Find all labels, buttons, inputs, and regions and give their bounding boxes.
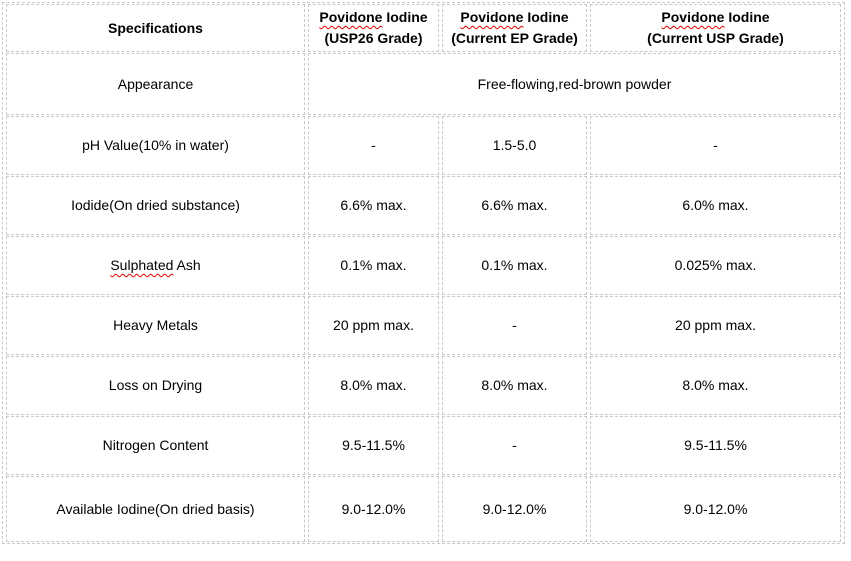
misspelled-word: Povidone — [460, 9, 524, 25]
value-cell: - — [442, 416, 587, 475]
grade-label: (Current EP Grade) — [451, 30, 578, 46]
value-cell: 0.1% max. — [308, 236, 439, 295]
grade-label: (Current USP Grade) — [647, 30, 784, 46]
value-cell: - — [442, 296, 587, 355]
value-cell: 0.025% max. — [590, 236, 841, 295]
product-name: Povidone Iodine — [319, 9, 428, 25]
spec-cell: Available Iodine(On dried basis) — [6, 476, 305, 542]
spec-cell: Iodide(On dried substance) — [6, 176, 305, 235]
row-heavy-metals: Heavy Metals 20 ppm max. - 20 ppm max. — [6, 296, 841, 355]
header-cell-usp26-grade: Povidone Iodine (USP26 Grade) — [308, 4, 439, 52]
value-cell: 9.5-11.5% — [308, 416, 439, 475]
row-available-iodine: Available Iodine(On dried basis) 9.0-12.… — [6, 476, 841, 542]
header-cell-specifications: Specifications — [6, 4, 305, 52]
header-cell-current-usp-grade: Povidone Iodine (Current USP Grade) — [590, 4, 841, 52]
row-loss-on-drying: Loss on Drying 8.0% max. 8.0% max. 8.0% … — [6, 356, 841, 415]
value-cell: 9.0-12.0% — [442, 476, 587, 542]
value-cell: 1.5-5.0 — [442, 116, 587, 175]
value-cell: 8.0% max. — [590, 356, 841, 415]
value-cell: 20 ppm max. — [590, 296, 841, 355]
value-cell: 6.6% max. — [442, 176, 587, 235]
grade-label: (USP26 Grade) — [324, 30, 423, 46]
misspelled-word: Sulphated — [110, 257, 174, 273]
misspelled-word: Povidone — [319, 9, 383, 25]
value-cell: 9.5-11.5% — [590, 416, 841, 475]
table-header-row: Specifications Povidone Iodine (USP26 Gr… — [6, 4, 841, 52]
product-name: Povidone Iodine — [460, 9, 569, 25]
spec-cell: Nitrogen Content — [6, 416, 305, 475]
merged-value-cell: Free-flowing,red-brown powder — [308, 53, 841, 115]
row-ph-value: pH Value(10% in water) - 1.5-5.0 - — [6, 116, 841, 175]
spec-cell: pH Value(10% in water) — [6, 116, 305, 175]
value-cell: - — [308, 116, 439, 175]
row-iodide: Iodide(On dried substance) 6.6% max. 6.6… — [6, 176, 841, 235]
spec-cell: Heavy Metals — [6, 296, 305, 355]
value-cell: 0.1% max. — [442, 236, 587, 295]
spec-cell: Loss on Drying — [6, 356, 305, 415]
product-name: Povidone Iodine — [661, 9, 770, 25]
specifications-table: Specifications Povidone Iodine (USP26 Gr… — [2, 2, 845, 544]
value-cell: 8.0% max. — [442, 356, 587, 415]
row-nitrogen-content: Nitrogen Content 9.5-11.5% - 9.5-11.5% — [6, 416, 841, 475]
value-cell: 9.0-12.0% — [308, 476, 439, 542]
header-cell-current-ep-grade: Povidone Iodine (Current EP Grade) — [442, 4, 587, 52]
row-sulphated-ash: Sulphated Ash 0.1% max. 0.1% max. 0.025%… — [6, 236, 841, 295]
value-cell: 20 ppm max. — [308, 296, 439, 355]
spec-cell: Sulphated Ash — [6, 236, 305, 295]
spec-cell: Appearance — [6, 53, 305, 115]
value-cell: 8.0% max. — [308, 356, 439, 415]
misspelled-word: Povidone — [661, 9, 725, 25]
value-cell: - — [590, 116, 841, 175]
value-cell: 9.0-12.0% — [590, 476, 841, 542]
value-cell: 6.6% max. — [308, 176, 439, 235]
value-cell: 6.0% max. — [590, 176, 841, 235]
row-appearance: Appearance Free-flowing,red-brown powder — [6, 53, 841, 115]
